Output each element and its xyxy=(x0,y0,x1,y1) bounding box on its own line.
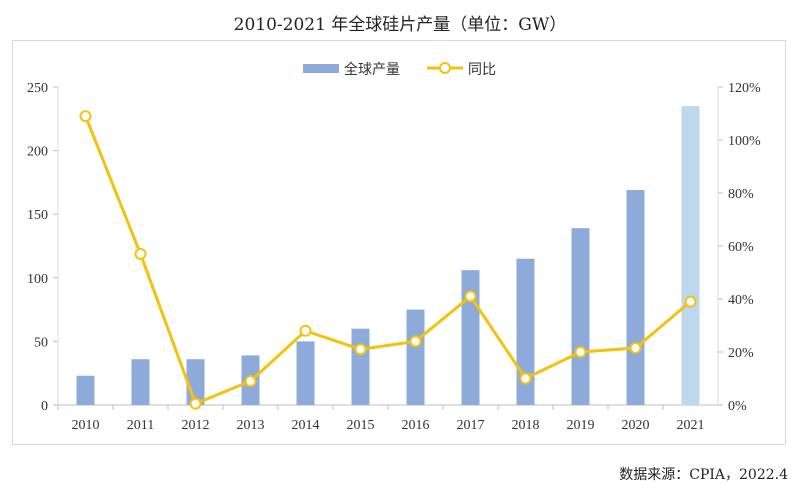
yoy-point-2011 xyxy=(134,247,147,260)
yoy-point-2012 xyxy=(189,397,202,410)
legend-bar-swatch xyxy=(303,64,339,73)
yoy-point-2013 xyxy=(244,375,257,388)
bar-2016 xyxy=(406,309,425,405)
yoy-point-2021 xyxy=(684,295,697,308)
yoy-point-2014 xyxy=(299,324,312,337)
bar-2014 xyxy=(296,341,315,405)
x-tick-label: 2020 xyxy=(622,418,650,433)
legend-line-label: 同比 xyxy=(468,62,496,78)
yoy-line xyxy=(84,115,692,406)
yoy-point-2017 xyxy=(464,290,477,303)
chart-frame xyxy=(12,40,786,445)
x-tick-label: 2012 xyxy=(182,418,210,433)
yoy-point-2015 xyxy=(354,343,367,356)
legend-bar-label: 全球产量 xyxy=(344,61,400,78)
x-tick-label: 2018 xyxy=(512,418,540,433)
x-tick-label: 2011 xyxy=(127,418,154,433)
bar-2018 xyxy=(516,258,535,405)
x-tick-label: 2019 xyxy=(567,418,595,433)
right-tick-label: 100% xyxy=(728,134,761,149)
chart-title: 2010-2021 年全球硅片产量（单位：GW） xyxy=(233,15,567,35)
left-tick-label: 250 xyxy=(27,81,48,96)
bar-2019 xyxy=(571,228,590,405)
left-tick-label: 200 xyxy=(27,145,48,160)
left-tick-label: 150 xyxy=(27,208,48,223)
x-tick-label: 2021 xyxy=(677,418,705,433)
x-tick-label: 2014 xyxy=(292,418,320,433)
yoy-point-2020 xyxy=(629,342,642,355)
right-tick-label: 20% xyxy=(728,346,754,361)
x-tick-label: 2010 xyxy=(72,418,100,433)
left-tick-label: 0 xyxy=(41,399,48,414)
legend-line-marker xyxy=(439,62,451,74)
right-tick-label: 0% xyxy=(728,399,747,414)
bar-2011 xyxy=(131,359,150,405)
bar-2015 xyxy=(351,328,370,405)
right-tick-label: 80% xyxy=(728,187,754,202)
yoy-point-2019 xyxy=(574,346,587,358)
bar-2010 xyxy=(76,375,95,405)
x-tick-label: 2015 xyxy=(347,418,375,433)
x-tick-label: 2013 xyxy=(237,418,265,433)
source-note: 数据来源：CPIA，2022.4 xyxy=(619,467,788,483)
left-tick-label: 50 xyxy=(34,335,48,350)
yoy-point-2016 xyxy=(409,335,422,348)
bar-2020 xyxy=(626,190,645,405)
yoy-point-2010 xyxy=(79,110,92,123)
x-tick-label: 2017 xyxy=(457,418,485,433)
left-tick-label: 100 xyxy=(27,272,48,287)
yoy-point-2018 xyxy=(519,372,532,385)
right-tick-label: 40% xyxy=(728,293,754,308)
bar-2021 xyxy=(681,106,700,405)
right-tick-label: 120% xyxy=(728,81,761,96)
right-tick-label: 60% xyxy=(728,240,754,255)
x-tick-label: 2016 xyxy=(402,418,430,433)
